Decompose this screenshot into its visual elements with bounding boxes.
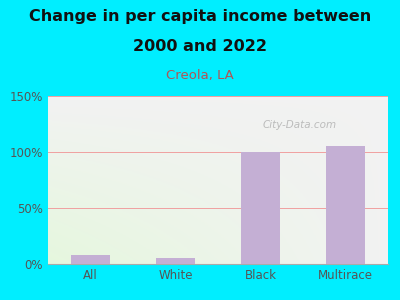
Bar [241, 152, 280, 264]
Bar [156, 258, 195, 264]
Text: Change in per capita income between: Change in per capita income between [29, 9, 371, 24]
Text: 2000 and 2022: 2000 and 2022 [133, 39, 267, 54]
Text: City-Data.com: City-Data.com [262, 120, 336, 130]
Bar [326, 146, 365, 264]
Text: Creola, LA: Creola, LA [166, 69, 234, 82]
Bar [71, 255, 110, 264]
